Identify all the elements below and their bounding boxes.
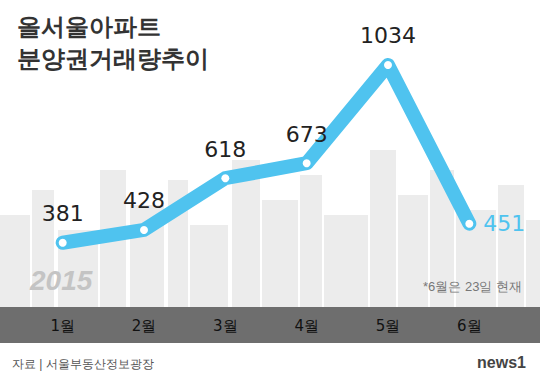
svg-text:3월: 3월 — [213, 317, 238, 335]
svg-text:1월: 1월 — [50, 317, 75, 335]
svg-text:5월: 5월 — [376, 317, 401, 335]
svg-text:2015: 2015 — [29, 265, 93, 296]
svg-text:381: 381 — [42, 201, 84, 226]
svg-text:2월: 2월 — [132, 317, 157, 335]
svg-text:자료 | 서울부동산정보광장: 자료 | 서울부동산정보광장 — [12, 357, 154, 371]
svg-text:673: 673 — [286, 122, 328, 147]
svg-text:*6월은 23일 현재: *6월은 23일 현재 — [423, 279, 522, 294]
svg-text:올서울아파트: 올서울아파트 — [17, 13, 161, 41]
svg-text:618: 618 — [204, 137, 246, 162]
svg-text:분양권거래량추이: 분양권거래량추이 — [17, 45, 209, 73]
svg-text:4월: 4월 — [294, 317, 319, 335]
svg-text:428: 428 — [123, 188, 165, 213]
svg-text:451: 451 — [483, 211, 525, 236]
svg-text:6월: 6월 — [457, 317, 482, 335]
svg-text:news1: news1 — [477, 354, 526, 371]
svg-text:1034: 1034 — [360, 23, 416, 48]
